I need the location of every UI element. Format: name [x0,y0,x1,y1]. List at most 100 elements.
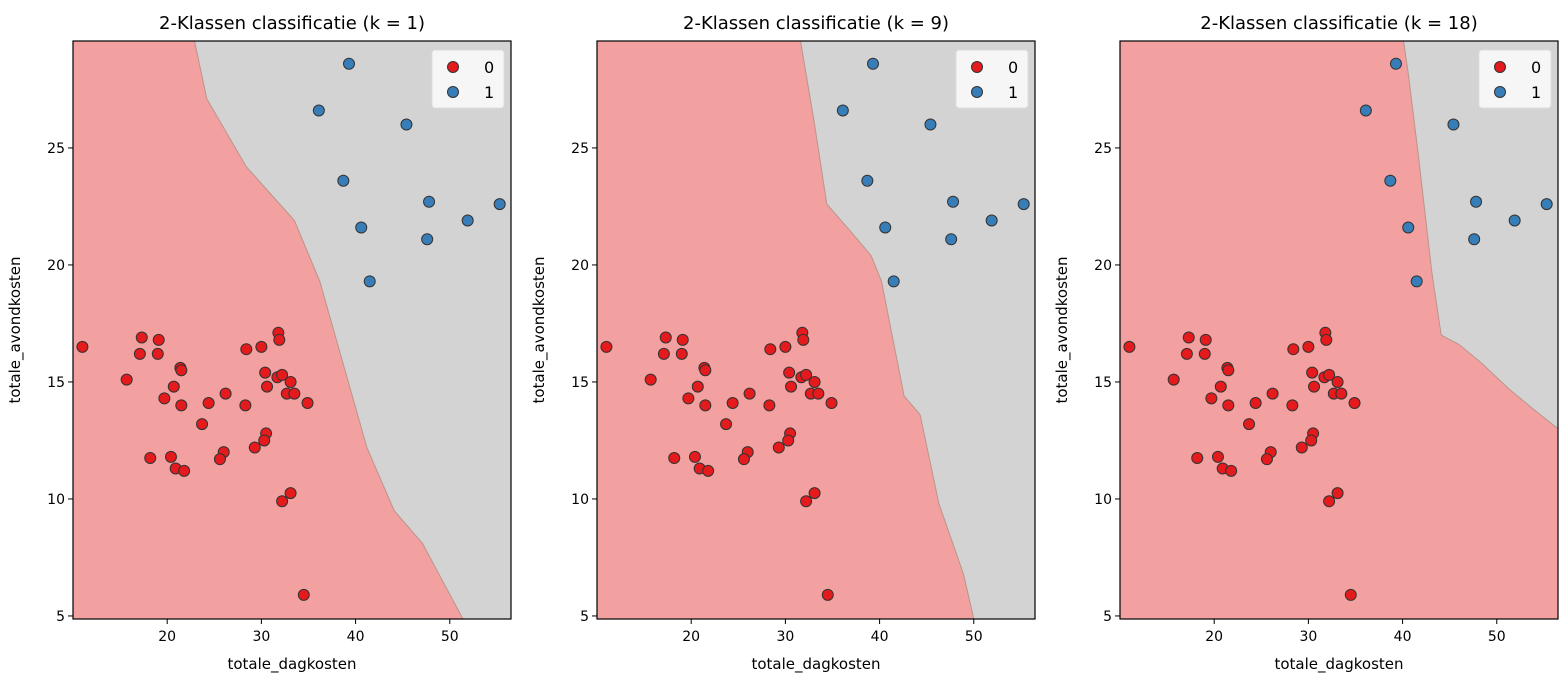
y-axis-label: totale_avondkosten [6,256,25,403]
point-class-0 [1249,397,1262,410]
point-class-0 [782,434,795,447]
region-class-0 [73,41,464,619]
point-class-0 [196,418,209,431]
point-class-0 [764,343,777,356]
point-class-1 [1017,198,1030,211]
legend-label: 1 [1008,83,1018,102]
point-class-0 [1222,399,1235,412]
point-class-1 [363,275,376,288]
point-class-0 [1214,380,1227,393]
point-class-1 [879,221,892,234]
point-class-0 [702,464,715,477]
point-class-1 [866,57,879,70]
point-class-1 [493,198,506,211]
point-class-0 [1302,340,1315,353]
point-class-0 [743,387,756,400]
point-class-0 [273,333,286,346]
point-class-0 [1308,380,1321,393]
panel-title: 2-Klassen classificatie (k = 1) [159,13,425,34]
x-tick-label: 40 [871,629,889,645]
point-class-1 [836,104,849,117]
y-tick-label: 10 [47,492,65,508]
point-class-0 [259,366,272,379]
point-class-0 [1266,387,1279,400]
point-class-0 [1123,340,1136,353]
legend-marker-0 [971,61,983,73]
y-tick-label: 15 [47,375,65,391]
y-tick-label: 25 [47,141,65,157]
legend-label: 1 [484,83,494,102]
region-class-0 [597,41,975,619]
y-axis-label: totale_avondkosten [530,256,549,403]
legend: 01 [955,49,1029,109]
y-tick-label: 25 [1094,141,1112,157]
point-class-0 [808,375,821,388]
y-axis-label: totale_avondkosten [1053,256,1072,403]
point-class-1 [924,118,937,131]
point-class-0 [288,387,301,400]
legend-marker-0 [447,61,459,73]
point-class-0 [151,347,164,360]
point-class-0 [821,588,834,601]
point-class-0 [600,340,613,353]
point-class-0 [825,397,838,410]
point-class-0 [167,380,180,393]
point-class-0 [1344,588,1357,601]
point-class-1 [1384,174,1397,187]
point-class-0 [800,368,813,381]
point-class-0 [219,387,232,400]
point-class-1 [1470,195,1483,208]
point-class-0 [1305,434,1318,447]
point-class-0 [682,392,695,405]
x-tick-label: 40 [347,629,365,645]
point-class-0 [699,364,712,377]
point-class-0 [1323,368,1336,381]
x-tick-label: 50 [441,629,459,645]
point-class-0 [1180,347,1193,360]
legend-label: 1 [1531,83,1541,102]
point-class-1 [1447,118,1460,131]
point-class-0 [1320,333,1333,346]
x-tick-label: 50 [965,629,983,645]
legend-marker-0 [1494,61,1506,73]
y-tick-label: 20 [47,258,65,274]
point-class-0 [175,364,188,377]
point-class-0 [1286,399,1299,412]
point-class-1 [861,174,874,187]
point-class-1 [1402,221,1415,234]
x-tick-label: 20 [682,629,700,645]
point-class-0 [772,441,785,454]
legend-label: 0 [1531,58,1541,77]
point-class-0 [726,397,739,410]
x-tick-label: 40 [1394,629,1412,645]
x-tick-label: 30 [252,629,270,645]
point-class-1 [355,221,368,234]
point-class-0 [284,487,297,500]
point-class-0 [1331,487,1344,500]
point-class-1 [423,195,436,208]
point-class-1 [1410,275,1423,288]
point-class-0 [297,588,310,601]
legend: 01 [1478,49,1552,109]
point-class-0 [699,399,712,412]
point-class-1 [985,214,998,227]
panel-title: 2-Klassen classificatie (k = 9) [683,13,949,34]
y-tick-label: 15 [1094,375,1112,391]
point-class-1 [461,214,474,227]
point-class-0 [783,366,796,379]
point-class-0 [1306,366,1319,379]
x-axis-label: totale_dagkosten [751,655,880,674]
point-class-0 [1211,450,1224,463]
point-class-0 [668,452,681,465]
point-class-0 [133,347,146,360]
point-class-0 [659,331,672,344]
legend: 01 [431,49,505,109]
axes-frame [596,40,1036,620]
point-class-0 [737,453,750,466]
point-class-0 [1225,464,1238,477]
y-tick-label: 10 [571,492,589,508]
point-class-0 [248,441,261,454]
